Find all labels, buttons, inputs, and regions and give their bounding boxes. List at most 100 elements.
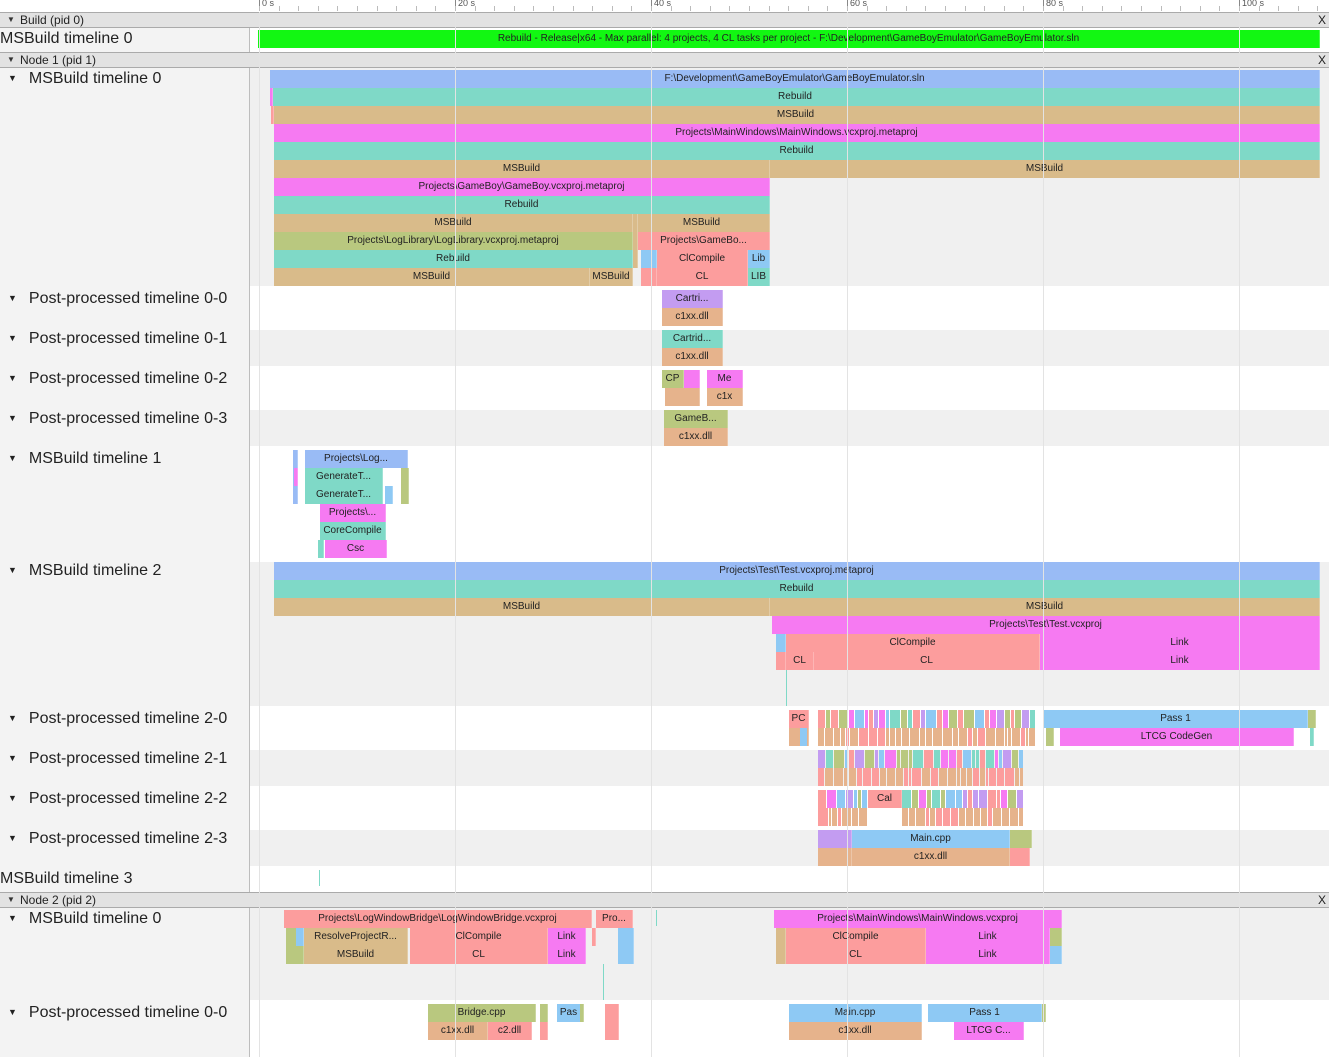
compile-activity-strip[interactable] [818, 768, 1024, 786]
timeline-slice-fragment[interactable] [818, 848, 852, 866]
timeline-slice[interactable]: MSBuild [770, 598, 1320, 616]
timeline-slice[interactable]: Link [926, 946, 1050, 964]
timeline-slice[interactable]: PC [789, 710, 809, 728]
track-name[interactable]: ▼ Post-processed timeline 2-0 [8, 710, 228, 727]
timeline-slice[interactable]: Rebuild [274, 250, 633, 268]
timeline-slice[interactable]: Link [926, 928, 1050, 946]
instant-event-marker[interactable] [656, 910, 657, 926]
timeline-slice[interactable]: ClCompile [410, 928, 548, 946]
compile-activity-strip[interactable] [800, 728, 810, 746]
timeline-slice[interactable]: LIB [748, 268, 770, 286]
timeline-slice[interactable]: Link [548, 946, 586, 964]
timeline-slice[interactable] [665, 388, 700, 406]
timeline-slice-fragment[interactable] [776, 634, 786, 652]
timeline-slice[interactable]: Projects\MainWindows\MainWindows.vcxproj [774, 910, 1062, 928]
timeline-slice[interactable]: Projects\LogLibrary\LogLibrary.vcxproj.m… [274, 232, 633, 250]
timeline-slice-fragment[interactable] [580, 1004, 584, 1022]
timeline-slice-fragment[interactable] [401, 468, 409, 504]
timeline-slice[interactable]: LTCG C... [954, 1022, 1024, 1040]
timeline-slice[interactable]: CL [786, 946, 926, 964]
timeline-slice-fragment[interactable] [540, 1022, 548, 1040]
timeline-slice[interactable]: Lib [748, 250, 770, 268]
compile-activity-strip[interactable] [818, 808, 868, 826]
timeline-slice[interactable]: ClCompile [657, 250, 748, 268]
track-name[interactable]: ▼ MSBuild timeline 2 [8, 562, 162, 579]
timeline-slice[interactable]: Main.cpp [789, 1004, 922, 1022]
instant-event-marker[interactable] [786, 670, 787, 706]
close-icon[interactable]: X [1317, 13, 1326, 27]
timeline-slice-fragment[interactable] [1042, 1004, 1046, 1022]
timeline-slice[interactable]: CP [662, 370, 684, 388]
track-name[interactable]: MSBuild timeline 3 [0, 870, 133, 887]
track-name[interactable]: ▼ Post-processed timeline 2-1 [8, 750, 228, 767]
collapse-triangle-icon[interactable]: ▼ [7, 895, 15, 904]
track-name[interactable]: ▼ MSBuild timeline 1 [8, 450, 162, 467]
timeline-slice[interactable]: Cartri... [662, 290, 723, 308]
timeline-slice-fragment[interactable] [1310, 728, 1314, 746]
track-name[interactable]: ▼ MSBuild timeline 0 [8, 910, 162, 927]
timeline-slice[interactable]: MSBuild [274, 268, 590, 286]
instant-event-marker[interactable] [319, 870, 320, 886]
timeline-slice[interactable]: Projects\Test\Test.vcxproj [772, 616, 1320, 634]
timeline-slice[interactable]: Projects\... [320, 504, 386, 522]
timeline-slice[interactable]: MSBuild [274, 598, 770, 616]
timeline-slice[interactable]: MSBuild [274, 160, 770, 178]
timeline-slice-fragment[interactable] [605, 1004, 619, 1040]
timeline-slice[interactable] [684, 370, 700, 388]
timeline-slice[interactable]: Projects\Log... [305, 450, 408, 468]
timeline-slice[interactable]: CL [410, 946, 548, 964]
timeline-slice[interactable]: Bridge.cpp [428, 1004, 536, 1022]
track-name[interactable]: ▼ Post-processed timeline 0-1 [8, 330, 228, 347]
close-icon[interactable]: X [1317, 893, 1326, 907]
process-header-node2[interactable]: ▼ Node 2 (pid 2) X [0, 892, 1329, 908]
timeline-slice[interactable]: CoreCompile [320, 522, 386, 540]
timeline-slice[interactable]: Projects\MainWindows\MainWindows.vcxproj… [274, 124, 1320, 142]
timeline-slice[interactable]: CL [657, 268, 748, 286]
timeline-slice[interactable]: Pro... [596, 910, 633, 928]
timeline-slice-fragment[interactable] [633, 250, 638, 268]
timeline-slice[interactable]: c1xx.dll [662, 348, 723, 366]
compile-activity-strip[interactable] [818, 790, 868, 808]
track-name[interactable]: ▼ Post-processed timeline 2-3 [8, 830, 228, 847]
timeline-slice[interactable]: c2.dll [488, 1022, 532, 1040]
timeline-slice[interactable]: CL [786, 652, 814, 670]
timeline-slice[interactable]: MSBuild [304, 946, 408, 964]
timeline-slice[interactable]: Link [548, 928, 586, 946]
timeline-slice[interactable]: c1xx.dll [662, 308, 723, 326]
timeline-slice[interactable]: Csc [325, 540, 387, 558]
compile-activity-strip[interactable] [818, 728, 1036, 746]
timeline-slice[interactable]: Rebuild - Release|x64 - Max parallel: 4 … [258, 30, 1320, 48]
timeline-slice[interactable]: MSBuild [272, 106, 1320, 124]
track-name[interactable]: ▼ Post-processed timeline 0-3 [8, 410, 228, 427]
timeline-slice[interactable]: ClCompile [786, 928, 926, 946]
timeline-slice[interactable]: Projects\GameBoy\GameBoy.vcxproj.metapro… [274, 178, 770, 196]
track-name[interactable]: ▼ MSBuild timeline 0 [8, 70, 162, 87]
timeline-slice-fragment[interactable] [1010, 848, 1030, 866]
instant-event-marker[interactable] [603, 964, 604, 1000]
timeline-slice[interactable]: c1xx.dll [789, 1022, 922, 1040]
timeline-slice[interactable]: ResolveProjectR... [304, 928, 408, 946]
timeline-slice-fragment[interactable] [385, 486, 393, 504]
timeline-slice-fragment[interactable] [296, 928, 304, 946]
timeline-slice[interactable]: Main.cpp [852, 830, 1010, 848]
timeline-slice[interactable]: ClCompile [786, 634, 1040, 652]
timeline-slice[interactable]: Rebuild [274, 196, 770, 214]
process-header-node1[interactable]: ▼ Node 1 (pid 1) X [0, 52, 1329, 68]
timeline-slice-fragment[interactable] [1050, 928, 1062, 946]
timeline-slice[interactable] [641, 250, 657, 268]
timeline-slice[interactable]: Rebuild [271, 88, 1320, 106]
timeline-slice-fragment[interactable] [633, 214, 638, 232]
timeline-slice[interactable]: LTCG CodeGen [1060, 728, 1294, 746]
timeline-slice-fragment[interactable] [1050, 946, 1062, 964]
close-icon[interactable]: X [1317, 53, 1326, 67]
timeline-slice[interactable]: GenerateT... [305, 486, 383, 504]
track-name[interactable]: ▼ Post-processed timeline 2-2 [8, 790, 228, 807]
timeline-slice-fragment[interactable] [294, 468, 298, 486]
timeline-slice[interactable] [641, 268, 657, 286]
timeline-slice-fragment[interactable] [318, 540, 324, 558]
timeline-slice-fragment[interactable] [271, 106, 274, 124]
collapse-triangle-icon[interactable]: ▼ [7, 15, 15, 24]
timeline-slice-fragment[interactable] [776, 928, 786, 964]
timeline-slice-fragment[interactable] [776, 652, 786, 670]
timeline-slice[interactable]: MSBuild [770, 160, 1320, 178]
